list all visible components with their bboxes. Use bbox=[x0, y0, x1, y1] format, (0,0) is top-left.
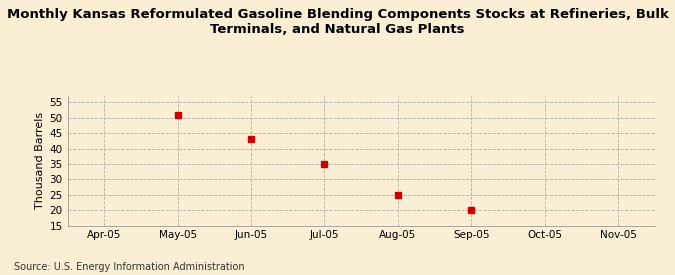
Text: Source: U.S. Energy Information Administration: Source: U.S. Energy Information Administ… bbox=[14, 262, 244, 272]
Y-axis label: Thousand Barrels: Thousand Barrels bbox=[35, 112, 45, 210]
Text: Monthly Kansas Reformulated Gasoline Blending Components Stocks at Refineries, B: Monthly Kansas Reformulated Gasoline Ble… bbox=[7, 8, 668, 36]
